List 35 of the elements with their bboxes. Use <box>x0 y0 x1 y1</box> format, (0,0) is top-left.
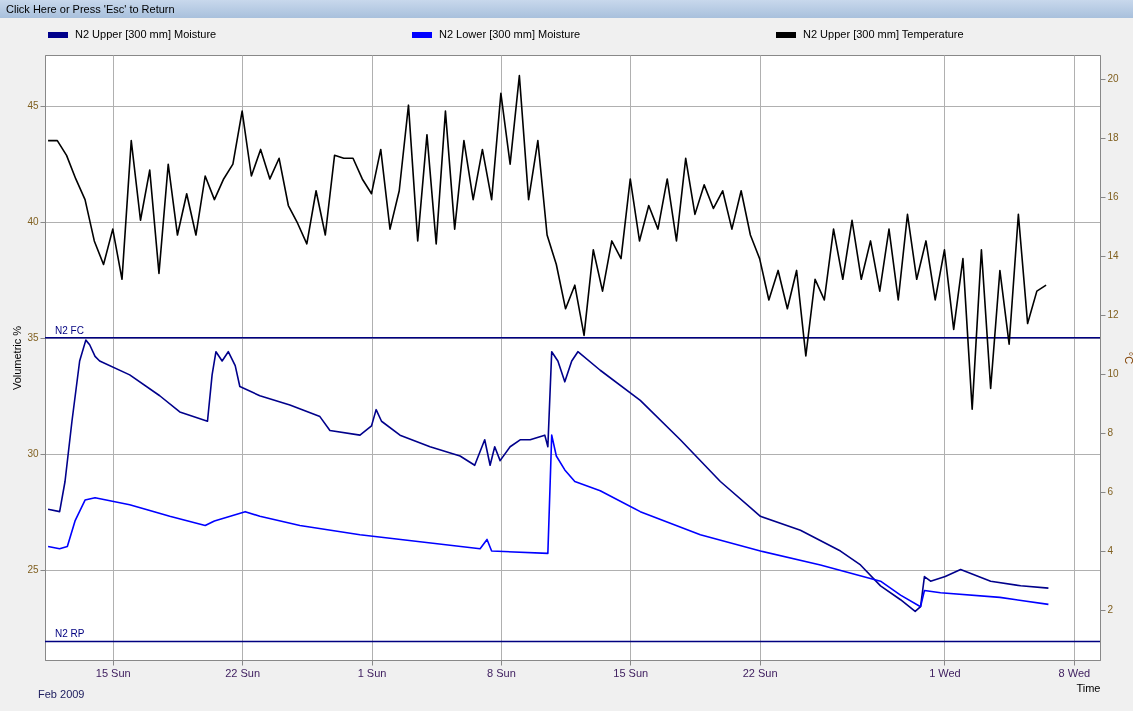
y2-tick-label: 2 <box>1107 604 1114 616</box>
text: Feb 2009 <box>38 688 85 700</box>
x-tick-label: 22 Sun <box>742 666 778 679</box>
y2-tick-label: 20 <box>1107 73 1120 85</box>
y2-tick-label: 14 <box>1107 250 1120 262</box>
x-tick-label: 22 Sun <box>225 666 261 679</box>
y2-tick-label: 8 <box>1107 427 1114 439</box>
y-tick-label: 25 <box>27 564 39 576</box>
x-tick-label: 1 Wed <box>929 666 961 679</box>
y2-tick-label: 16 <box>1107 191 1120 203</box>
y-tick-label: 40 <box>27 216 39 228</box>
y2-tick-label: 6 <box>1107 486 1114 498</box>
line-series <box>47 434 1050 608</box>
legend-label: N2 Lower [300 mm] Moisture <box>439 28 581 40</box>
x-tick-label: 8 Wed <box>1058 666 1091 679</box>
x-tick-label: 1 Sun <box>357 666 387 679</box>
y-tick-label: 45 <box>27 100 39 112</box>
y-tick-label: 30 <box>27 448 39 460</box>
y2-tick-label: 18 <box>1107 132 1120 144</box>
y-axis-title: Volumetric % <box>11 325 24 391</box>
y2-axis-title: °C <box>1122 351 1133 365</box>
y2-tick-label: 4 <box>1107 545 1114 557</box>
y-tick-label: 35 <box>27 332 39 344</box>
y2-tick-label: 10 <box>1107 368 1120 380</box>
x-axis-title: Time <box>1076 681 1101 694</box>
legend-label: N2 Upper [300 mm] Temperature <box>803 28 964 40</box>
text: Click Here or Press 'Esc' to Return <box>0 0 1133 18</box>
x-tick-label: 8 Sun <box>487 666 516 679</box>
ref-line-label: N2 FC <box>55 324 84 336</box>
x-tick-label: 15 Sun <box>613 666 649 679</box>
line-series <box>47 74 1047 410</box>
legend-label: N2 Upper [300 mm] Moisture <box>75 28 217 40</box>
y2-tick-label: 12 <box>1107 309 1120 321</box>
x-tick-label: 15 Sun <box>95 666 131 679</box>
ref-line-label: N2 RP <box>55 628 85 640</box>
